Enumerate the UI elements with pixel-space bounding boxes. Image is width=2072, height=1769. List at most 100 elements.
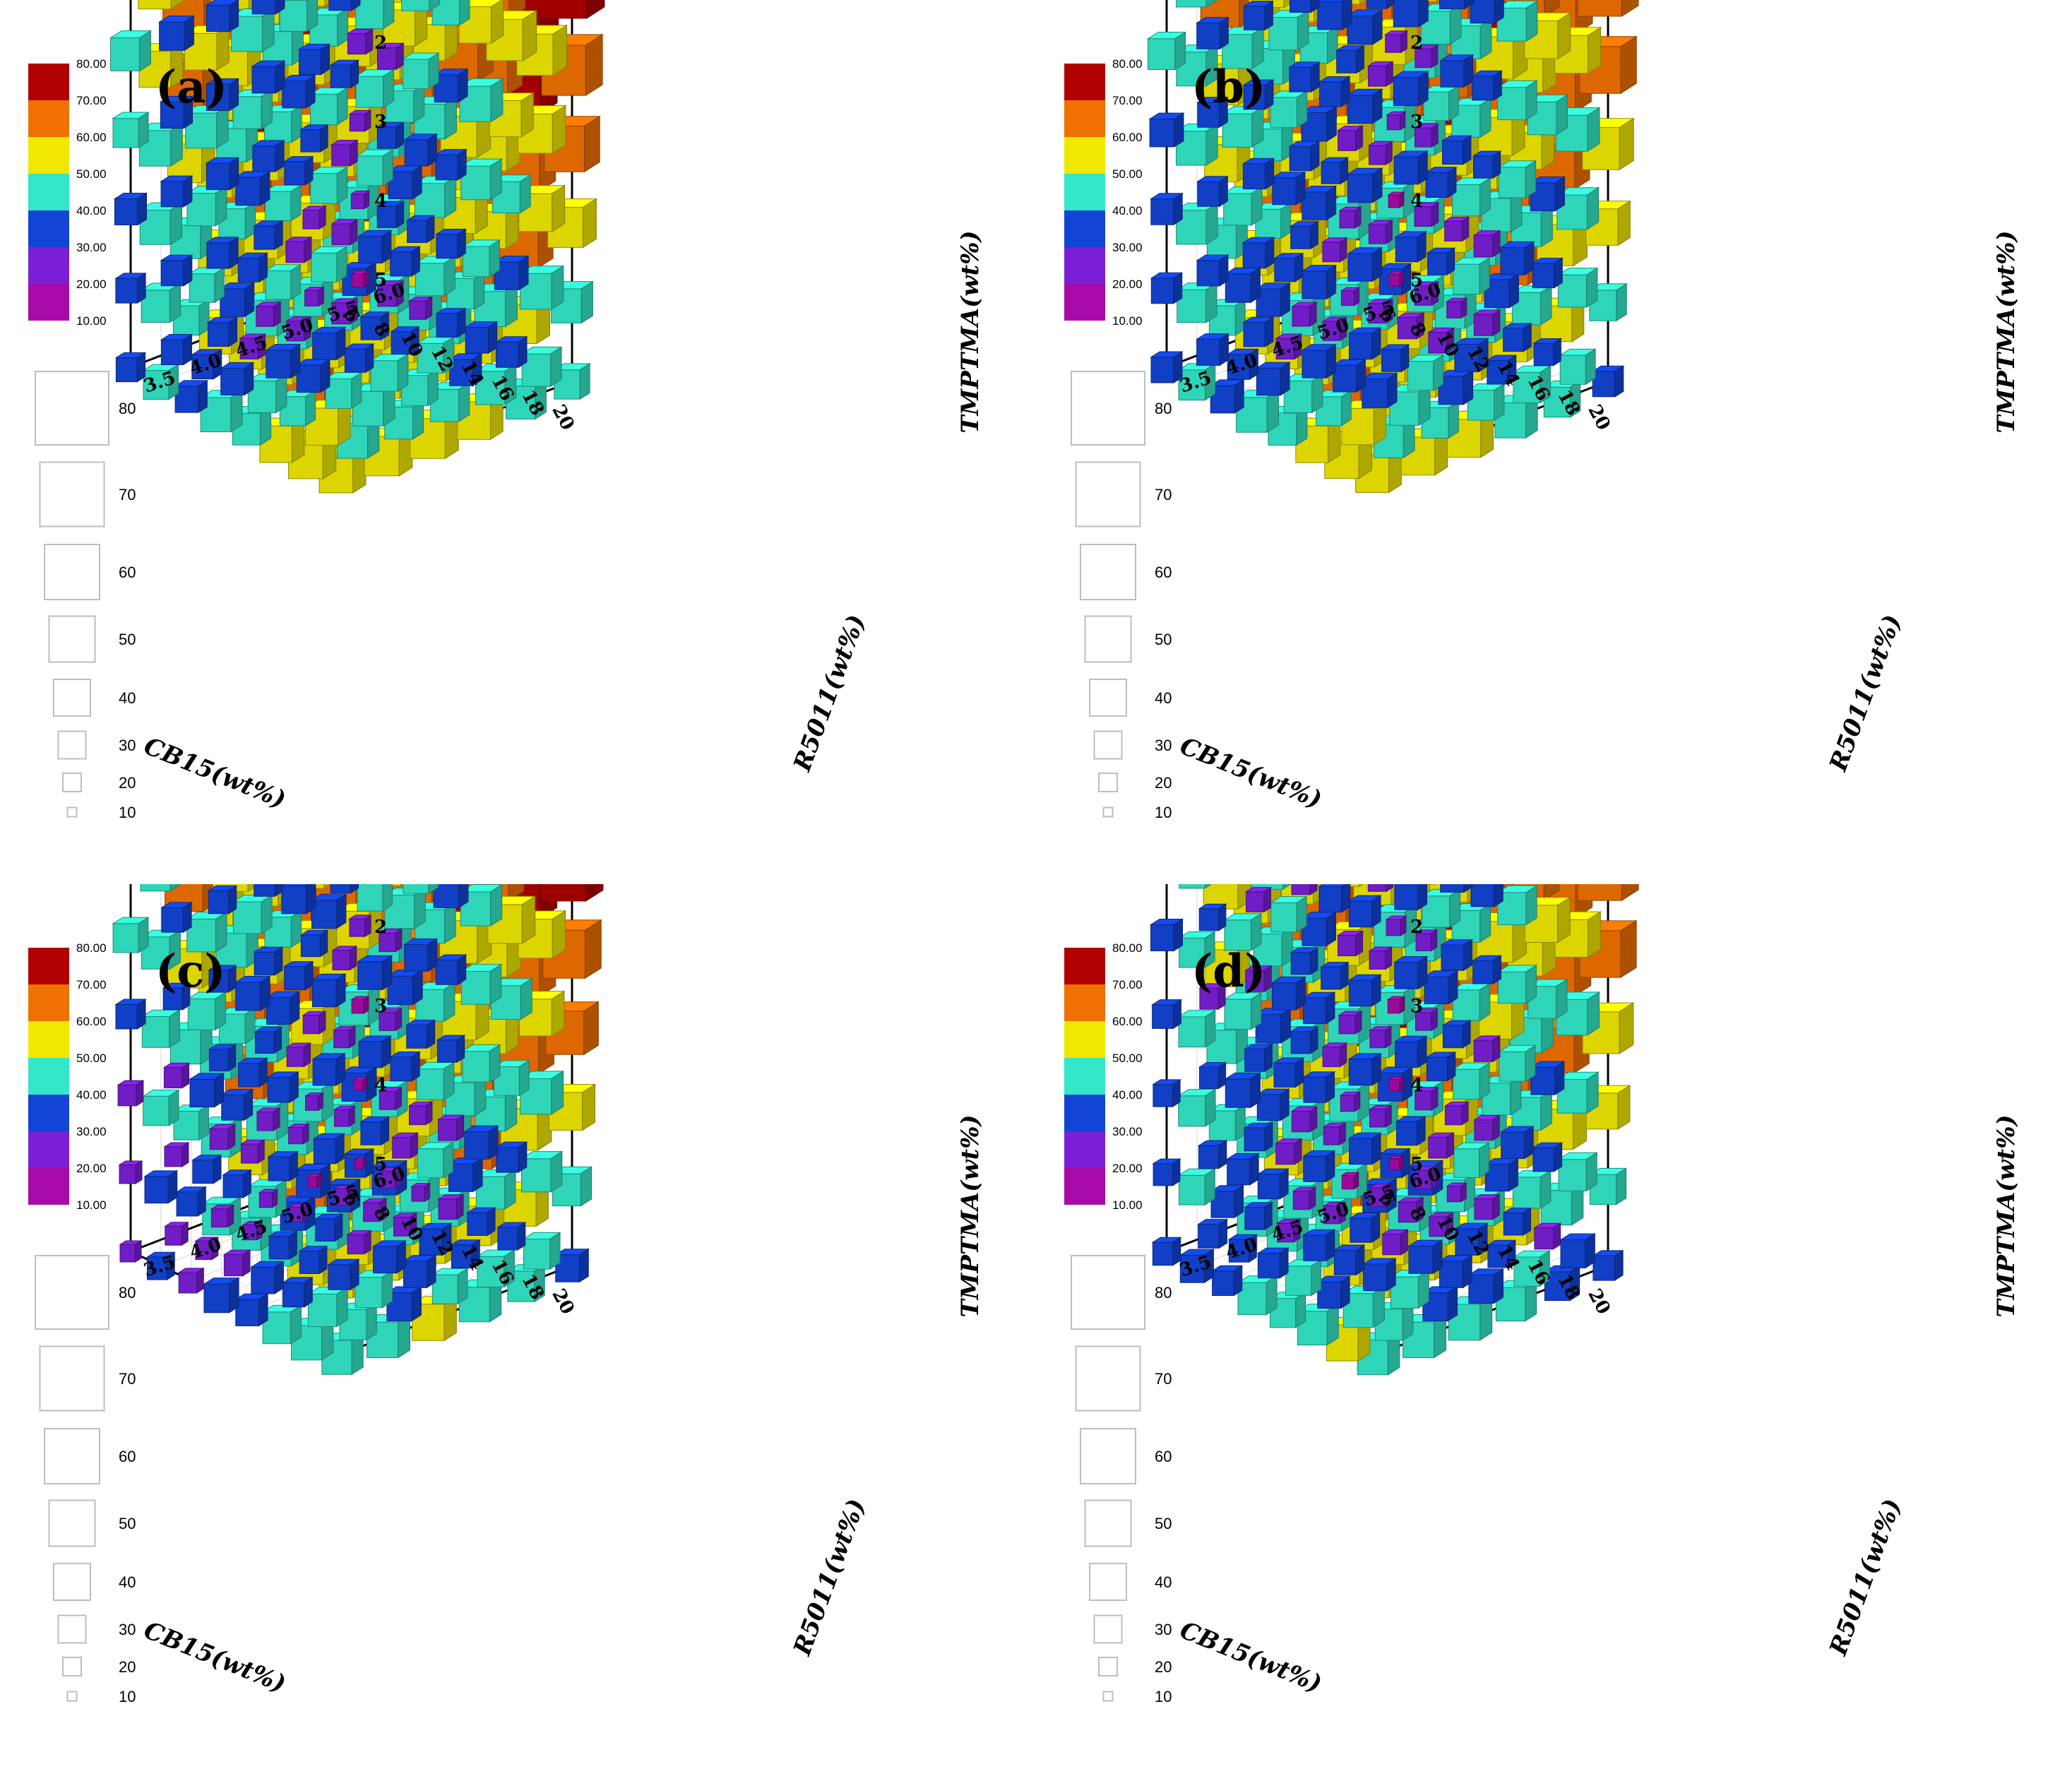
cube-side-face bbox=[444, 95, 457, 140]
cube-side-face bbox=[1446, 327, 1454, 354]
size-legend-box bbox=[39, 1345, 105, 1412]
cube-front-face bbox=[1338, 130, 1357, 151]
data-point bbox=[298, 1245, 328, 1275]
cube-front-face bbox=[233, 901, 262, 934]
data-point bbox=[448, 352, 483, 387]
cube-side-face bbox=[1249, 348, 1258, 381]
cube-side-face bbox=[364, 109, 371, 132]
cube-side-face bbox=[169, 202, 182, 246]
cube-side-face bbox=[337, 87, 348, 126]
cube-side-face bbox=[382, 884, 393, 912]
size-legend-box bbox=[57, 730, 87, 760]
cube-side-face bbox=[291, 105, 302, 143]
data-point bbox=[476, 1249, 516, 1288]
cube-side-face bbox=[256, 1220, 263, 1241]
cube-side-face bbox=[1217, 1061, 1226, 1090]
size-legend: 80 70 60 50 40 30 20 10 bbox=[1071, 371, 1172, 821]
cube-side-face bbox=[1620, 919, 1637, 979]
data-point bbox=[265, 991, 301, 1025]
cube-front-face bbox=[1275, 1143, 1295, 1165]
cube-side-face bbox=[170, 122, 183, 167]
cube-front-face bbox=[330, 64, 352, 88]
data-point bbox=[1270, 976, 1306, 1011]
cube-side-face bbox=[350, 1258, 359, 1291]
cube-side-face bbox=[1431, 929, 1438, 952]
cube-front-face bbox=[406, 1025, 428, 1049]
data-point bbox=[1369, 1025, 1393, 1049]
cube-front-face bbox=[1199, 1066, 1219, 1089]
cube-front-face bbox=[307, 1176, 318, 1188]
cube-side-face bbox=[1326, 911, 1336, 947]
cube-front-face bbox=[1382, 1234, 1402, 1256]
cube-side-face bbox=[1371, 895, 1381, 928]
cube-front-face bbox=[266, 350, 291, 379]
cube-front-face bbox=[1388, 273, 1400, 287]
cube-side-face bbox=[183, 95, 193, 129]
cube-front-face bbox=[390, 251, 412, 277]
data-point bbox=[1273, 252, 1304, 282]
data-point bbox=[1367, 298, 1394, 324]
cube-side-face bbox=[1619, 1002, 1634, 1054]
data-point bbox=[1150, 351, 1184, 383]
cube-side-face bbox=[1553, 338, 1561, 367]
cube-side-face bbox=[1263, 965, 1272, 993]
data-point bbox=[310, 893, 347, 929]
data-point bbox=[1392, 71, 1429, 107]
data-point bbox=[348, 914, 372, 938]
cube-front-face bbox=[159, 21, 185, 51]
cube-front-face bbox=[411, 1186, 425, 1202]
data-point bbox=[1501, 323, 1532, 352]
size-legend-box bbox=[1084, 615, 1132, 663]
data-point bbox=[1179, 884, 1213, 889]
data-point bbox=[386, 969, 424, 1006]
cube-side-face bbox=[457, 228, 466, 259]
cube-front-face bbox=[1441, 944, 1464, 971]
data-point bbox=[546, 198, 598, 249]
size-legend-label: 70 bbox=[119, 1370, 136, 1388]
cube-side-face bbox=[584, 115, 600, 173]
cube-side-face bbox=[1417, 1035, 1427, 1068]
color-legend-swatch bbox=[28, 1021, 69, 1058]
cube-front-face bbox=[1274, 258, 1296, 282]
cube-side-face bbox=[1492, 150, 1501, 179]
size-legend-label: 10 bbox=[119, 1688, 136, 1705]
cube-front-face bbox=[254, 884, 275, 897]
data-point bbox=[1346, 9, 1383, 45]
cube-side-face bbox=[1326, 343, 1336, 379]
cube-front-face bbox=[1322, 242, 1340, 263]
cube-front-face bbox=[1363, 1263, 1388, 1292]
cube-front-face bbox=[333, 1030, 350, 1049]
data-point bbox=[357, 884, 393, 912]
cube-side-face bbox=[382, 149, 393, 186]
cube-front-face bbox=[1153, 1163, 1173, 1186]
cube-side-face bbox=[290, 184, 302, 222]
cube-side-face bbox=[1293, 1218, 1301, 1243]
cube-front-face bbox=[238, 1063, 260, 1088]
cube-front-face bbox=[165, 1225, 182, 1246]
cube-side-face bbox=[1418, 0, 1429, 28]
cube-side-face bbox=[1556, 979, 1568, 1020]
data-point bbox=[331, 218, 359, 246]
cube-front-face bbox=[282, 81, 306, 109]
data-point bbox=[354, 1270, 394, 1309]
cube-front-face bbox=[438, 1119, 458, 1141]
cube-side-face bbox=[229, 0, 239, 32]
data-point bbox=[1237, 1275, 1278, 1316]
cube-side-face bbox=[230, 389, 243, 433]
cube-side-face bbox=[1372, 167, 1383, 203]
cube-front-face bbox=[208, 1049, 229, 1072]
cube-side-face bbox=[1250, 267, 1261, 304]
cube-front-face bbox=[1333, 1249, 1357, 1275]
cube-side-face bbox=[395, 201, 405, 229]
data-point bbox=[460, 963, 503, 1006]
data-point bbox=[1496, 964, 1538, 1004]
color-legend-label: 10.00 bbox=[1112, 314, 1143, 328]
data-point bbox=[348, 109, 372, 132]
data-point bbox=[1445, 297, 1468, 319]
cube-side-face bbox=[429, 0, 441, 12]
cube-front-face bbox=[208, 322, 230, 347]
cube-side-face bbox=[135, 1160, 143, 1184]
data-point bbox=[1472, 150, 1502, 179]
cube-side-face bbox=[1416, 1197, 1424, 1223]
data-point bbox=[309, 166, 349, 205]
